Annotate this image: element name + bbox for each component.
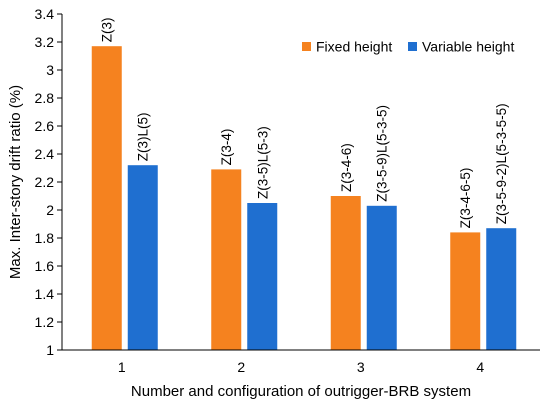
- y-tick-label: 3: [46, 62, 54, 78]
- bar-data-label: Z(3-4): [219, 129, 234, 166]
- y-tick-label: 1.2: [35, 314, 55, 330]
- x-axis-title: Number and configuration of outrigger-BR…: [131, 383, 471, 400]
- y-axis-title: Max. Inter-story drift ratio (%): [7, 85, 24, 279]
- bar-fixed-3: [330, 196, 361, 350]
- y-tick-label: 1: [46, 342, 54, 358]
- bar-data-label: Z(3-5-9-2)L(5-3-5-5): [494, 103, 509, 224]
- legend-label: Variable height: [422, 39, 514, 55]
- x-tick-label: 3: [357, 359, 365, 375]
- x-axis-ticks: 1 2 3 4: [118, 359, 485, 375]
- legend-swatch: [408, 42, 417, 51]
- legend-label: Fixed height: [316, 39, 392, 55]
- bar-data-label: Z(3): [100, 17, 115, 42]
- y-tick-label: 1.8: [35, 230, 55, 246]
- bars: [91, 46, 517, 350]
- x-tick-label: 4: [476, 359, 484, 375]
- legend: Fixed height Variable height: [302, 39, 514, 55]
- legend-swatch: [302, 42, 311, 51]
- bar-data-label: Z(3-5)L(5-3): [255, 126, 270, 199]
- bar-data-label: Z(3-5-9)L(5-3-5): [375, 105, 390, 202]
- x-tick-label: 1: [118, 359, 126, 375]
- x-tick-label: 2: [237, 359, 245, 375]
- bar-data-label: Z(3)L(5): [136, 112, 151, 161]
- legend-item-fixed-height: Fixed height: [302, 39, 392, 55]
- y-tick-label: 2.6: [35, 118, 55, 134]
- bar-variable-2: [247, 203, 278, 350]
- y-tick-label: 1.6: [35, 258, 55, 274]
- bar-data-label: Z(3-4-6-5): [458, 168, 473, 229]
- y-tick-label: 2: [46, 202, 54, 218]
- bar-fixed-4: [450, 232, 481, 350]
- bar-variable-4: [486, 228, 517, 350]
- bar-fixed-2: [211, 169, 242, 350]
- bar-variable-1: [127, 165, 158, 350]
- bar-data-label: Z(3-4-6): [339, 143, 354, 192]
- y-tick-label: 3.2: [35, 34, 55, 50]
- y-tick-label: 3.4: [35, 6, 55, 22]
- y-tick-label: 2.4: [35, 146, 55, 162]
- bar-fixed-1: [91, 46, 122, 350]
- legend-item-variable-height: Variable height: [408, 39, 514, 55]
- bar-variable-3: [366, 205, 397, 350]
- y-tick-label: 2.2: [35, 174, 55, 190]
- y-tick-label: 2.8: [35, 90, 55, 106]
- y-axis-ticks: 1 1.2 1.4 1.6 1.8 2 2.2 2.4 2.6 2.8 3 3.2 3.4: [35, 6, 62, 358]
- bar-labels: Z(3) Z(3)L(5) Z(3-4) Z(3-5)L(5-3) Z(3-4-6) Z(…: [100, 17, 510, 228]
- y-tick-label: 1.4: [35, 286, 55, 302]
